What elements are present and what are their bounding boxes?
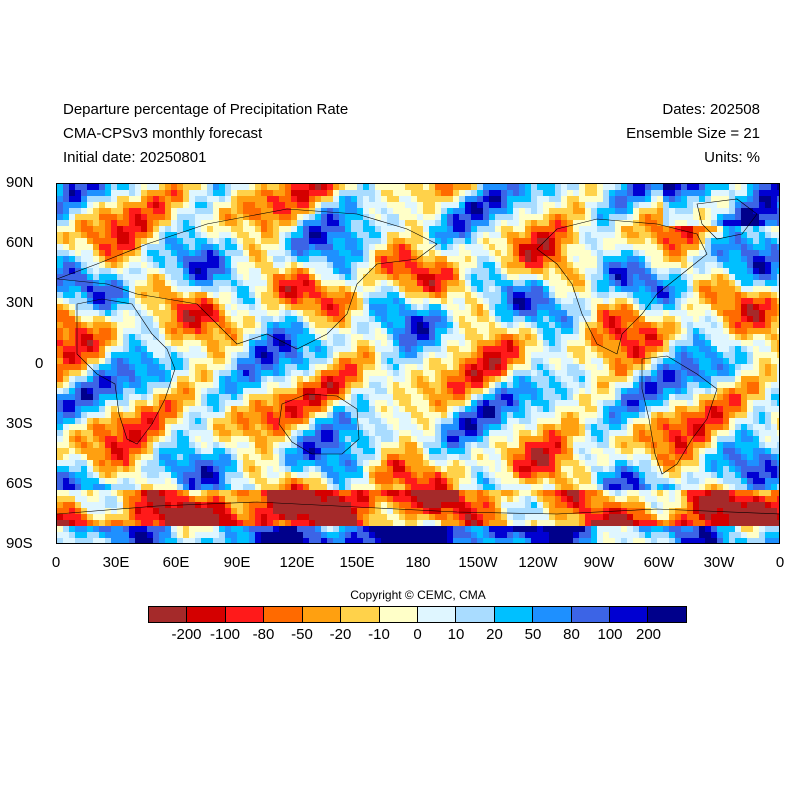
legend-color-box — [571, 607, 611, 622]
legend-tick-label: -10 — [368, 626, 390, 643]
lon-label-180: 180 — [405, 554, 431, 571]
precipitation-departure-map — [56, 183, 780, 544]
south-america-coastline — [641, 355, 718, 475]
lon-label-0-east: 0 — [775, 554, 785, 571]
lon-label-0: 0 — [51, 554, 61, 571]
lon-label-60w: 60W — [643, 554, 675, 571]
lon-label-30e: 30E — [102, 554, 130, 571]
africa-coastline — [76, 298, 176, 445]
legend-color-box — [225, 607, 265, 622]
initial-date: Initial date: 20250801 — [63, 149, 207, 166]
australia-coastline — [278, 393, 360, 455]
legend-tick-label: -80 — [252, 626, 275, 643]
map-title: Departure percentage of Precipitation Ra… — [63, 101, 349, 118]
legend-color-box — [302, 607, 342, 622]
north-america-coastline — [536, 218, 708, 355]
lat-label-90s: 90S — [6, 535, 33, 552]
legend-color-box — [341, 607, 380, 622]
lon-label-30w: 30W — [703, 554, 735, 571]
legend-tick-label: 10 — [447, 626, 465, 643]
legend-tick-label: -100 — [209, 626, 241, 643]
lon-label-90e: 90E — [223, 554, 251, 571]
legend-color-box — [494, 607, 534, 622]
title-block: Departure percentage of Precipitation Ra… — [63, 98, 348, 170]
legend-tick-label: 80 — [563, 626, 580, 643]
lat-label-equator: 0 — [35, 355, 44, 372]
legend-tick-label: 200 — [635, 626, 662, 643]
coastlines — [57, 198, 779, 515]
greenland-coastline — [696, 198, 758, 240]
legend-color-box — [379, 607, 418, 622]
lon-label-60e: 60E — [162, 554, 190, 571]
legend-tick-label: 0 — [413, 626, 422, 643]
legend-tick-label: -200 — [171, 626, 202, 643]
legend-color-box — [149, 607, 188, 622]
model-name: CMA-CPSv3 monthly forecast — [63, 125, 263, 142]
color-legend-bar — [148, 606, 687, 623]
units-label: Units: % — [704, 149, 760, 166]
legend-color-box — [648, 607, 686, 622]
lon-label-120e: 120E — [279, 554, 315, 571]
lat-label-30n: 30N — [6, 294, 34, 311]
lon-label-120w: 120W — [518, 554, 558, 571]
legend-color-box — [264, 607, 303, 622]
lat-label-30s: 30S — [6, 415, 33, 432]
antarctica-coastline — [57, 501, 779, 515]
legend-color-box — [610, 607, 649, 622]
lat-label-60n: 60N — [6, 234, 34, 251]
legend-tick-label: -50 — [291, 626, 313, 643]
legend-tick-label: 50 — [524, 626, 542, 643]
lat-label-90n: 90N — [6, 174, 34, 191]
legend-color-box — [533, 607, 572, 622]
legend-tick-label: -20 — [329, 626, 352, 643]
forecast-dates: Dates: 202508 — [662, 101, 760, 118]
legend-color-box — [417, 607, 457, 622]
lon-label-150e: 150E — [339, 554, 375, 571]
map-field — [57, 184, 779, 543]
legend-color-box — [187, 607, 226, 622]
info-block: Dates: 202508 Ensemble Size = 21 Units: … — [626, 98, 760, 170]
lon-label-150w: 150W — [458, 554, 498, 571]
legend-tick-label: 20 — [486, 626, 503, 643]
lon-label-90w: 90W — [583, 554, 615, 571]
copyright-notice: Copyright © CEMC, CMA — [350, 588, 486, 602]
eurasia-coastline — [57, 208, 438, 350]
lat-label-60s: 60S — [6, 475, 33, 492]
legend-tick-label: 100 — [597, 626, 623, 643]
ensemble-size: Ensemble Size = 21 — [626, 125, 760, 142]
legend-color-box — [456, 607, 495, 622]
